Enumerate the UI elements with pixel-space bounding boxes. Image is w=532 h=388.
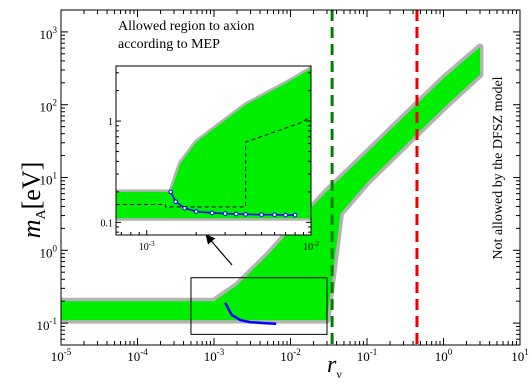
inset-blue-point	[233, 211, 239, 217]
inset-blue-point	[168, 189, 174, 195]
inset-blue-point	[259, 212, 264, 217]
zoom-box	[190, 277, 328, 335]
x-tick-label: 101	[511, 347, 529, 364]
inset-blue-point	[209, 210, 215, 216]
inset-y-tick-label: 0.1	[101, 218, 114, 229]
inset-blue-point	[272, 212, 277, 217]
y-axis-label: mA[eV]	[17, 162, 49, 239]
x-tick-label: 100	[435, 347, 453, 364]
inset-allowed-band	[116, 68, 311, 219]
inset-x-tick-label: 10-2	[303, 240, 319, 253]
annotation-allowed-line-1: Allowed region to axion	[118, 19, 254, 34]
x-tick-label: 10-3	[204, 347, 225, 364]
y-tick-label: 103	[40, 25, 58, 42]
y-tick-label: 102	[40, 98, 58, 115]
inset-x-tick-label: 10-3	[139, 240, 155, 253]
x-tick-label: 10-2	[280, 347, 301, 364]
allowed-band	[61, 47, 480, 321]
inset-frame	[115, 65, 312, 236]
y-tick-label: 101	[40, 171, 58, 188]
y-tick-label: 100	[40, 243, 58, 260]
x-tick-label: 10-1	[357, 347, 378, 364]
inset-blue-point	[193, 209, 199, 214]
inset-y-tick-label: 1	[108, 117, 113, 128]
inset-blue-point	[222, 211, 228, 216]
zoom-arrow	[205, 234, 233, 266]
inset-blue-point	[173, 199, 178, 204]
inset-blue-point	[243, 212, 248, 217]
x-axis-label: rν	[327, 352, 342, 381]
inset-blue-point	[283, 212, 288, 218]
inset-blue-point	[292, 212, 298, 218]
inset-dashed-line	[116, 116, 311, 208]
x-tick-label: 10-4	[127, 347, 148, 364]
inset-blue-point	[182, 205, 187, 211]
y-tick-label: 10-1	[37, 316, 58, 333]
x-tick-label: 10-5	[51, 347, 72, 364]
annotation-not-allowed: Not allowed by the DFSZ model	[491, 76, 506, 259]
annotation-allowed-line-2: according to MEP	[118, 37, 220, 52]
blue-curve	[224, 302, 277, 325]
